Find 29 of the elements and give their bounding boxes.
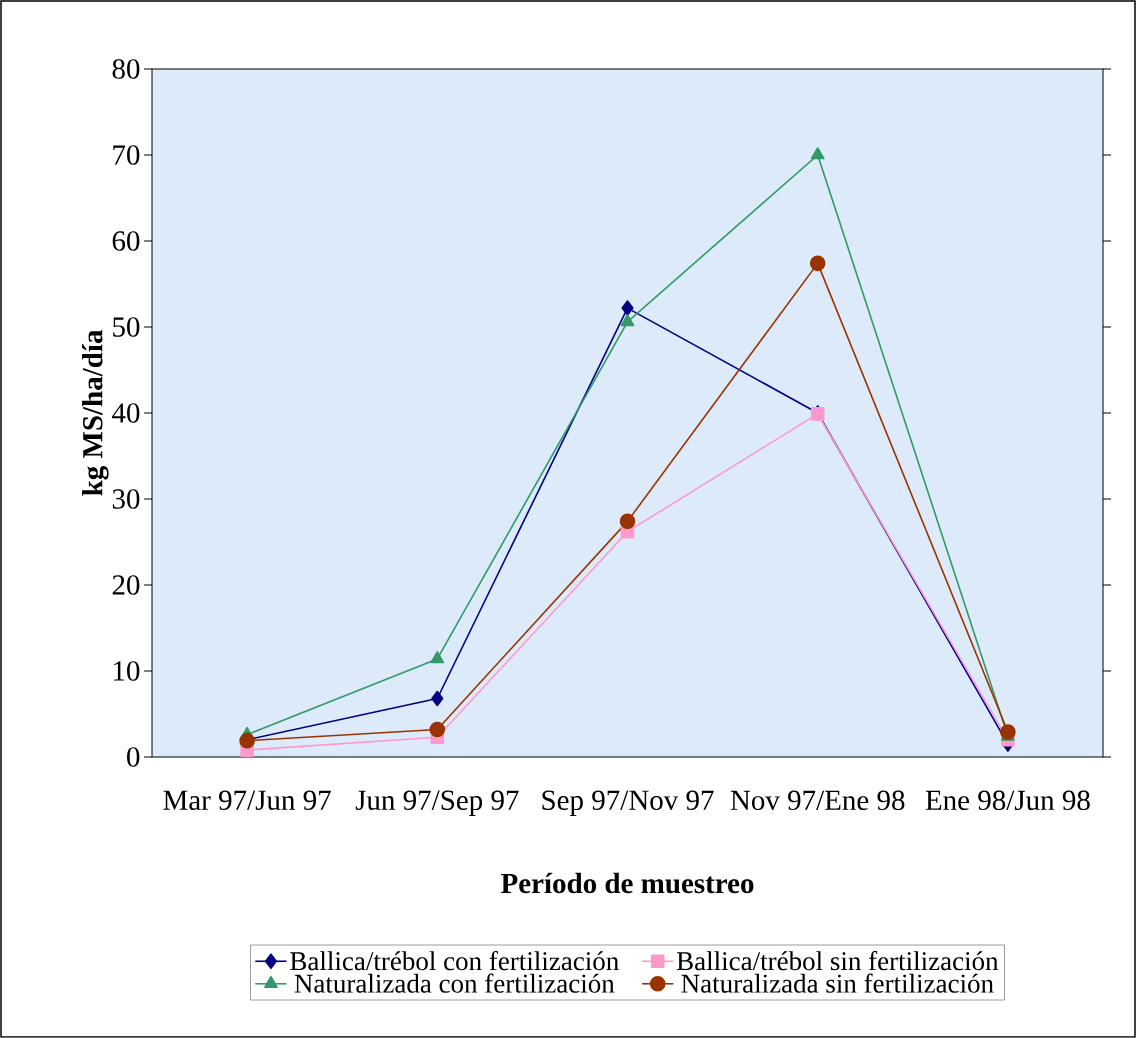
point [810, 147, 825, 160]
x-tick-label: Mar 97/Jun 97 [163, 790, 331, 810]
legend-label: Naturalizada sin fertilización [681, 973, 994, 993]
legend-label: Ballica/trébol sin fertilización [676, 951, 999, 971]
point [430, 651, 445, 664]
y-tick-label: 20 [112, 575, 140, 595]
x-tick-label: Sep 97/Nov 97 [542, 790, 714, 816]
y-tick-label: 0 [127, 747, 140, 767]
point [431, 690, 444, 707]
x-tick-label: Ene 98/Jun 98 [925, 790, 1090, 811]
y-tick-label: 70 [113, 145, 140, 165]
point [620, 314, 635, 327]
y-tick-label: 80 [112, 59, 140, 79]
x-axis-title: Período de muestreo [501, 872, 754, 894]
legend-label: Ballica/trébol con fertilización [290, 951, 619, 971]
y-axis-title: kg MS/ha/día [82, 330, 109, 496]
y-tick-label: 30 [112, 489, 140, 509]
y-tick-label: 10 [114, 661, 140, 681]
x-tick-label: Jun 97/Sep 97 [355, 790, 519, 816]
x-tick-label: Nov 97/Ene 98 [730, 790, 905, 811]
point [621, 300, 634, 316]
legend-label: Naturalizada con fertilización [294, 973, 615, 993]
y-tick-label: 50 [113, 317, 140, 337]
point [1000, 724, 1016, 740]
point [429, 721, 446, 738]
point [619, 513, 636, 530]
point [809, 255, 826, 272]
y-tick-label: 60 [112, 231, 140, 251]
y-tick-label: 40 [112, 403, 140, 423]
